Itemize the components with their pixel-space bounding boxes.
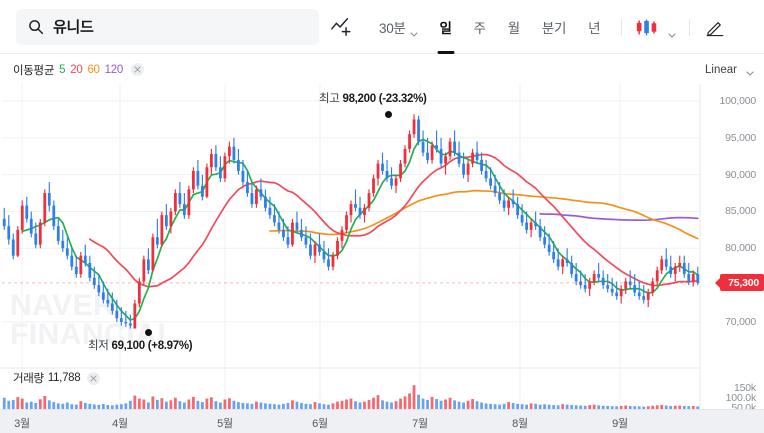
period-tab-day[interactable]: 일	[429, 7, 463, 47]
period-tab-quarter[interactable]: 분기	[531, 7, 577, 47]
chart-type-selector[interactable]	[632, 12, 679, 42]
period-tab-day-label: 일	[439, 21, 452, 36]
low-annotation-change: (+8.97%)	[147, 340, 193, 352]
pencil-icon	[706, 22, 724, 37]
ma-legend-120: 120	[104, 63, 124, 76]
period-toolbar: 30분 일 주 월 분기 년	[324, 0, 730, 54]
high-annotation-prefix: 최고	[319, 93, 340, 105]
volume-axis-tick: 100.0k	[725, 392, 757, 404]
high-annotation-change: (-23.32%)	[378, 93, 427, 105]
chevron-down-icon	[668, 25, 676, 38]
price-axis[interactable]: 100,000 95,000 90,000 85,000 80,000 70,000 75,…	[702, 84, 764, 433]
ma-legend-60: 60	[87, 63, 100, 76]
volume-axis-tick: 150k	[734, 382, 756, 394]
period-tab-year[interactable]: 년	[577, 7, 611, 47]
period-tab-week[interactable]: 주	[463, 7, 497, 47]
period-tab-quarter-label: 분기	[541, 21, 567, 36]
date-axis-tick: 9월	[612, 418, 628, 430]
period-tab-year-label: 년	[588, 21, 601, 36]
high-price-marker-dot	[385, 111, 392, 118]
period-tab-month[interactable]: 월	[497, 7, 531, 47]
candlestick-plot	[0, 84, 701, 409]
period-tab-week-label: 주	[473, 21, 486, 36]
interval-label: 30분	[379, 21, 406, 36]
draw-tool-button[interactable]	[700, 12, 730, 42]
price-axis-tick: 95,000	[725, 131, 756, 144]
chart-header-toolbar: 유니드 30분 일	[0, 0, 764, 54]
add-indicator-button[interactable]	[324, 12, 358, 42]
low-annotation-prefix: 최저	[88, 340, 109, 352]
chart-canvas-area[interactable]: NAVER FINANCIAL 최고 98,200 (-23.32%) 최저 6…	[0, 84, 764, 433]
price-axis-tick: 85,000	[725, 205, 756, 218]
chevron-down-icon	[409, 25, 418, 37]
volume-legend-value: 11,788	[47, 372, 81, 384]
interval-selector-30min[interactable]: 30분	[368, 7, 429, 47]
search-input-value: 유니드	[53, 18, 94, 36]
search-icon	[28, 19, 44, 35]
chart-legend-row: 이동평균 5 20 60 120 Linear	[0, 55, 764, 84]
volume-legend-close-icon[interactable]	[87, 371, 101, 385]
search-input[interactable]: 유니드	[16, 9, 319, 45]
price-axis-tick: 90,000	[725, 168, 756, 181]
price-axis-tick: 80,000	[725, 242, 756, 255]
ma-legend-20: 20	[70, 63, 83, 76]
ma-legend-title: 이동평균	[13, 64, 55, 77]
price-axis-tick: 70,000	[725, 315, 756, 328]
low-price-annotation: 최저 69,100 (+8.97%)	[88, 337, 193, 353]
candlestick-icon	[637, 19, 657, 35]
ma-legend-close-icon[interactable]	[130, 63, 144, 76]
toolbar-divider-2	[689, 18, 691, 36]
period-tab-month-label: 월	[507, 21, 520, 36]
price-axis-tick: 100,000	[719, 95, 756, 108]
date-axis-tick: 3월	[14, 418, 30, 430]
low-annotation-value: 69,100	[111, 340, 145, 352]
scale-type-selector[interactable]: Linear	[705, 55, 754, 84]
low-price-marker-dot	[145, 329, 152, 336]
high-annotation-value: 98,200	[342, 93, 376, 105]
volume-legend-label: 거래량	[13, 373, 44, 385]
volume-legend[interactable]: 거래량 11,788	[13, 370, 101, 386]
chevron-down-icon	[746, 67, 754, 76]
date-axis-tick: 5월	[217, 418, 233, 430]
toolbar-divider-1	[621, 18, 623, 36]
scale-type-label: Linear	[705, 63, 737, 76]
line-chart-plus-icon	[331, 18, 351, 36]
current-price-badge: 75,300	[720, 274, 764, 292]
moving-average-legend[interactable]: 이동평균 5 20 60 120	[13, 55, 144, 84]
ma-legend-5: 5	[59, 63, 66, 76]
date-axis-tick: 4월	[112, 418, 128, 430]
date-axis-tick: 8월	[512, 418, 528, 430]
date-axis-tick: 6월	[312, 418, 328, 430]
high-price-annotation: 최고 98,200 (-23.32%)	[319, 90, 427, 106]
date-axis-tick: 7월	[412, 418, 428, 430]
date-axis[interactable]: 3월 4월 5월 6월 7월 8월 9월	[0, 409, 764, 433]
